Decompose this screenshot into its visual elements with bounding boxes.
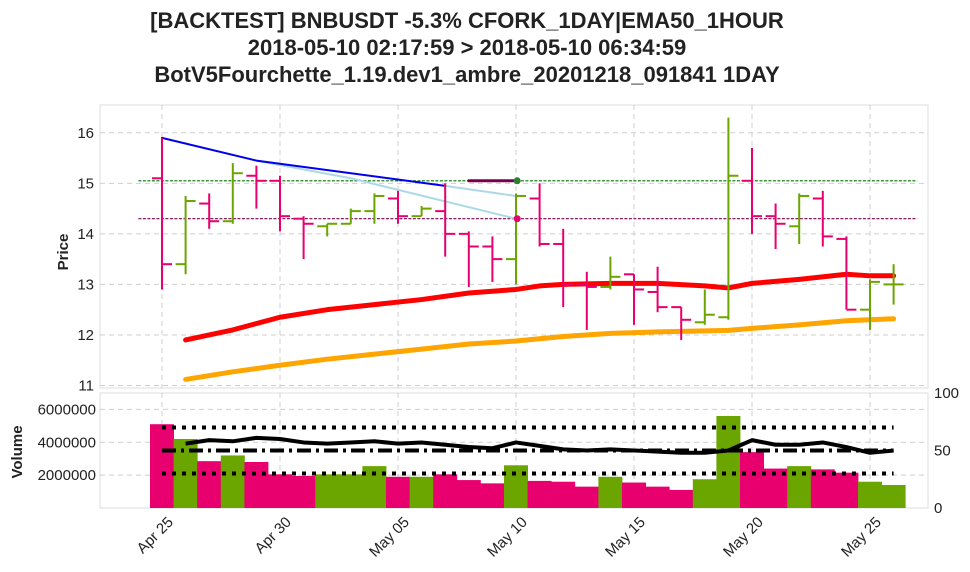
candle-layer (152, 117, 904, 340)
volume-bar (315, 474, 340, 508)
volume-bar (622, 482, 646, 508)
trend-dark-tail-line (444, 184, 517, 197)
price-tick-label: 16 (77, 125, 94, 142)
volume-bar (433, 474, 458, 508)
price-tick-label: 14 (77, 226, 94, 243)
price-axis-label: Price (55, 234, 72, 271)
price-tick-label: 15 (77, 175, 94, 192)
volume-axis-label: Volume (9, 425, 26, 478)
chart-title-line-3: BotV5Fourchette_1.19.dev1_ambre_20201218… (154, 62, 780, 87)
volume-bar (858, 481, 882, 508)
volume-bar (692, 479, 717, 508)
level-layer (138, 180, 918, 220)
trend-light-line (255, 159, 517, 220)
volume-tick-label: 2000000 (38, 467, 96, 484)
price-tick-label: 13 (77, 276, 94, 293)
volume-bar (338, 474, 363, 508)
volume-bar (527, 480, 552, 508)
trend-dark-line (161, 136, 447, 187)
chart-title-line-1: [BACKTEST] BNBUSDT -5.3% CFORK_1DAY|EMA5… (150, 8, 784, 33)
volume-bar (244, 462, 269, 508)
volume-bar (268, 474, 292, 508)
ema-slow-line (183, 316, 897, 382)
volume-bar (220, 455, 245, 508)
volume-bar (456, 480, 481, 508)
rsi-line (185, 435, 894, 455)
volume-bar (150, 424, 174, 508)
marker-layer (513, 177, 521, 223)
volume-bar (645, 486, 670, 508)
volume-bar (574, 486, 599, 508)
trend-layer (161, 136, 518, 220)
trade-marker (513, 215, 521, 223)
price-tick-label: 11 (78, 377, 94, 394)
grid-layer (100, 105, 928, 508)
trade-marker (513, 177, 521, 185)
volume-bar (386, 476, 410, 508)
x-tick-label: May 20 (720, 514, 767, 561)
x-tick-label: May 05 (366, 514, 413, 561)
volume-bar (716, 416, 741, 508)
volume-bar (409, 476, 434, 508)
rsi-layer (162, 425, 894, 476)
volume-tick-label: 4000000 (38, 434, 96, 451)
volume-bar (480, 483, 505, 508)
volume-bar (291, 475, 316, 508)
volume-bar (669, 489, 694, 508)
volume-bar (834, 472, 859, 508)
rsi-tick-label: 0 (934, 500, 942, 517)
rsi-tick-label: 100 (934, 385, 959, 402)
volume-bar (881, 485, 906, 508)
volume-bar (598, 476, 623, 508)
x-tick-label: May 10 (484, 514, 531, 561)
x-tick-label: May 25 (838, 514, 885, 561)
x-tick-label: May 15 (602, 514, 649, 561)
volume-bar (551, 481, 576, 508)
volume-tick-label: 6000000 (38, 401, 96, 418)
price-tick-label: 12 (77, 327, 94, 344)
x-tick-label: Apr 25 (134, 514, 177, 557)
x-tick-label: Apr 30 (252, 514, 295, 557)
rsi-tick-label: 50 (934, 443, 951, 460)
volume-bar (810, 469, 835, 508)
chart-title-line-2: 2018-05-10 02:17:59 > 2018-05-10 06:34:5… (248, 35, 687, 60)
price-panel-frame (99, 104, 929, 389)
volume-bar (740, 452, 764, 508)
volume-bar (197, 461, 222, 508)
volume-bar (787, 466, 812, 508)
